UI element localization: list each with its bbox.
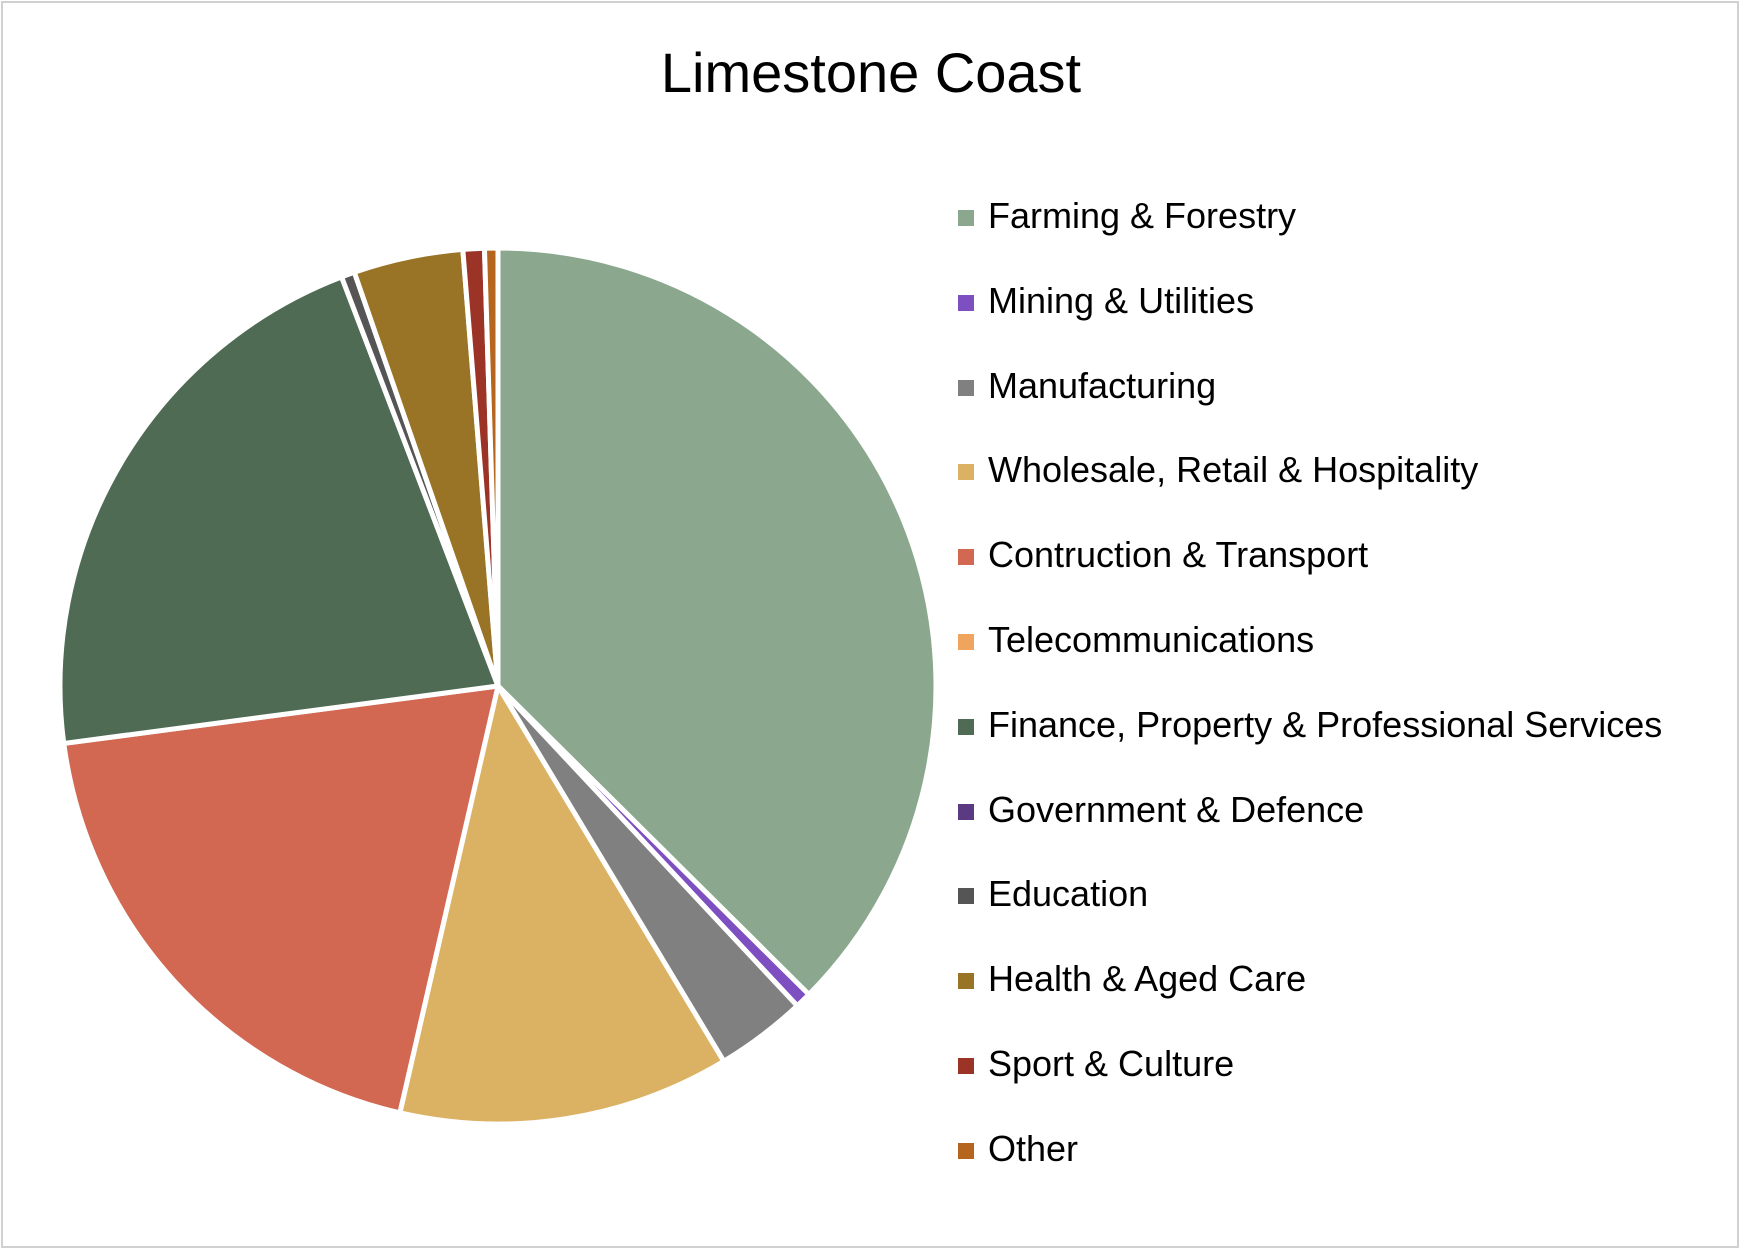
legend-swatch — [958, 718, 974, 735]
legend-swatch — [958, 1142, 974, 1159]
legend-item: Other — [958, 1123, 1662, 1208]
legend-item: Wholesale, Retail & Hospitality — [958, 444, 1662, 529]
legend-label: Finance, Property & Professional Service… — [988, 703, 1663, 745]
legend-item: Farming & Forestry — [958, 190, 1662, 275]
legend-item: Manufacturing — [958, 360, 1662, 445]
pie-slice-3 — [397, 683, 727, 1127]
legend-label: Education — [988, 873, 1149, 915]
legend-label: Health & Aged Care — [988, 958, 1307, 1000]
legend-swatch — [958, 973, 974, 990]
legend-swatch — [958, 294, 974, 311]
legend-item: Mining & Utilities — [958, 275, 1662, 360]
legend-swatch — [958, 1057, 974, 1074]
legend-label: Wholesale, Retail & Hospitality — [988, 449, 1479, 491]
legend-label: Other — [988, 1127, 1079, 1169]
legend-item: Telecommunications — [958, 614, 1662, 699]
chart-legend: Farming & Forestry Mining & Utilities Manu… — [958, 190, 1662, 1208]
legend-swatch — [958, 633, 974, 650]
legend-item: Finance, Property & Professional Service… — [958, 699, 1662, 784]
legend-item: Health & Aged Care — [958, 953, 1662, 1038]
legend-item: Government & Defence — [958, 784, 1662, 869]
legend-item: Contruction & Transport — [958, 529, 1662, 614]
pie-slice-4 — [61, 683, 501, 1116]
legend-label: Telecommunications — [988, 618, 1315, 660]
legend-swatch — [958, 549, 974, 566]
pie-slice-11 — [481, 245, 501, 689]
legend-swatch — [958, 379, 974, 396]
legend-item: Sport & Culture — [958, 1038, 1662, 1123]
chart-title: Limestone Coast — [660, 41, 1082, 104]
pie-slice-0 — [495, 245, 939, 998]
legend-label: Manufacturing — [988, 364, 1217, 406]
legend-label: Farming & Forestry — [988, 195, 1297, 236]
legend-label: Contruction & Transport — [988, 534, 1369, 576]
pie-slice-6 — [57, 274, 501, 746]
legend-swatch — [958, 803, 974, 820]
legend-swatch — [958, 888, 974, 905]
legend-swatch — [958, 464, 974, 481]
legend-label: Mining & Utilities — [988, 279, 1255, 321]
legend-label: Government & Defence — [988, 788, 1365, 830]
legend-swatch — [958, 210, 974, 226]
legend-item: Education — [958, 868, 1662, 953]
legend-label: Sport & Culture — [988, 1042, 1235, 1084]
